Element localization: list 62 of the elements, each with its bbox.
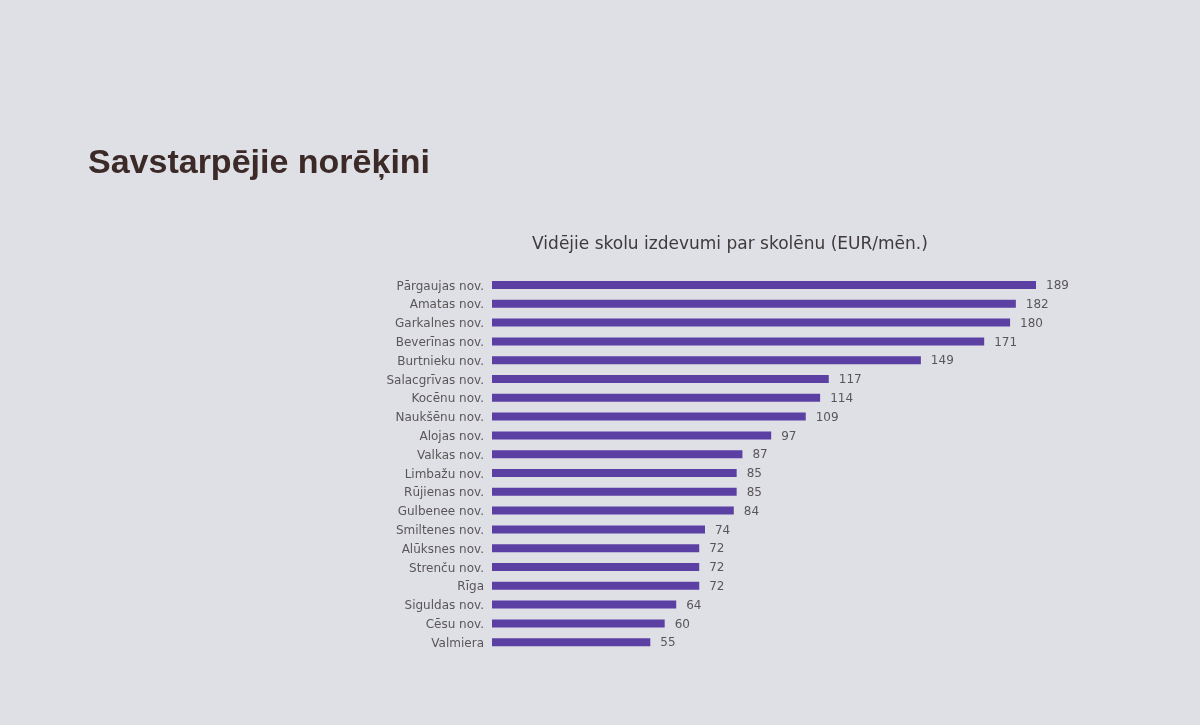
y-tick-label: Pārgaujas nov. — [396, 278, 484, 293]
y-tick-label: Valmiera — [431, 635, 484, 650]
bar — [492, 619, 665, 628]
data-label: 109 — [815, 409, 839, 424]
bar — [492, 318, 1011, 327]
bar — [492, 299, 1016, 308]
data-label: 84 — [743, 503, 760, 518]
bar — [492, 544, 700, 553]
y-tick-label: Amatas nov. — [409, 297, 484, 312]
data-label: 189 — [1046, 278, 1069, 293]
data-label: 182 — [1025, 297, 1049, 312]
data-label: 180 — [1020, 315, 1043, 330]
bar — [492, 281, 1036, 289]
chart-subtitle: Vidējie skolu izdevumi par skolēnu (EUR/mēn.) — [531, 233, 929, 253]
y-tick-label: Gulbenee nov. — [397, 504, 484, 519]
y-tick-label: Limbažu nov. — [404, 466, 484, 481]
data-label: 85 — [746, 485, 762, 500]
bar — [492, 375, 829, 383]
y-tick-label: Cēsu nov. — [425, 617, 484, 632]
y-tick-label: Burtnieku nov. — [397, 353, 484, 368]
bar — [492, 337, 985, 346]
bar — [492, 506, 734, 515]
bar — [492, 412, 806, 421]
bar — [492, 563, 700, 571]
data-label: 72 — [709, 579, 725, 594]
bar — [492, 581, 700, 590]
y-tick-label: Rūjienas nov. — [404, 485, 484, 500]
data-label: 72 — [709, 560, 725, 575]
bar — [492, 638, 651, 647]
data-label: 114 — [830, 391, 854, 406]
y-tick-label: Kocēnu nov. — [411, 391, 484, 406]
y-tick-label: Rīga — [457, 579, 484, 594]
data-label: 117 — [838, 372, 862, 387]
data-label: 60 — [674, 616, 690, 631]
y-tick-label: Strenču nov. — [409, 560, 484, 575]
bar — [492, 600, 677, 609]
data-label: 149 — [930, 353, 954, 368]
bar — [492, 450, 743, 459]
y-tick-label: Naukšēnu nov. — [395, 410, 484, 425]
bar — [492, 525, 705, 534]
y-tick-label: Smiltenes nov. — [395, 523, 484, 538]
data-label: 74 — [714, 522, 731, 537]
bar — [492, 431, 772, 440]
bar — [492, 469, 737, 477]
y-tick-label: Alūksnes nov. — [401, 541, 484, 556]
bar — [492, 487, 737, 496]
data-label: 64 — [686, 597, 702, 612]
data-label: 85 — [746, 466, 762, 481]
data-label: 72 — [709, 541, 725, 556]
y-tick-label: Siguldas nov. — [404, 598, 484, 613]
bar — [492, 356, 921, 365]
bar — [492, 393, 821, 402]
y-tick-label: Garkalnes nov. — [395, 316, 484, 331]
y-tick-label: Salacgrīvas nov. — [386, 372, 484, 387]
data-label: 55 — [660, 635, 676, 650]
y-tick-label: Valkas nov. — [416, 447, 484, 462]
chart-title: Savstarpējie norēķini — [88, 142, 431, 181]
y-tick-label: Beverīnas nov. — [395, 335, 484, 350]
data-label: 87 — [752, 447, 768, 462]
y-tick-label: Alojas nov. — [419, 429, 484, 444]
data-label: 97 — [781, 428, 797, 443]
data-label: 171 — [994, 334, 1018, 349]
